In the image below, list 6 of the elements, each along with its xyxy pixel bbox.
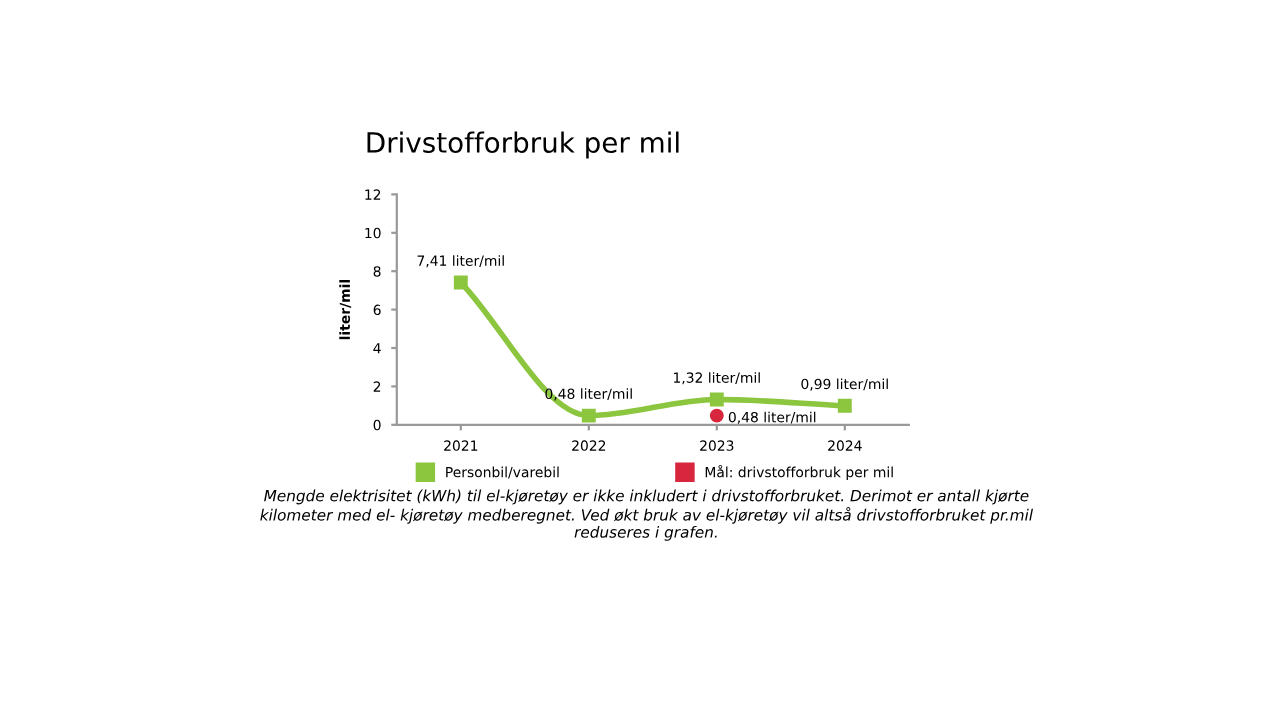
chart-title: Drivstofforbruk per mil [367, 131, 679, 159]
point [837, 398, 852, 413]
point [453, 275, 468, 290]
point [581, 408, 596, 423]
point [709, 392, 724, 407]
point [709, 408, 724, 423]
